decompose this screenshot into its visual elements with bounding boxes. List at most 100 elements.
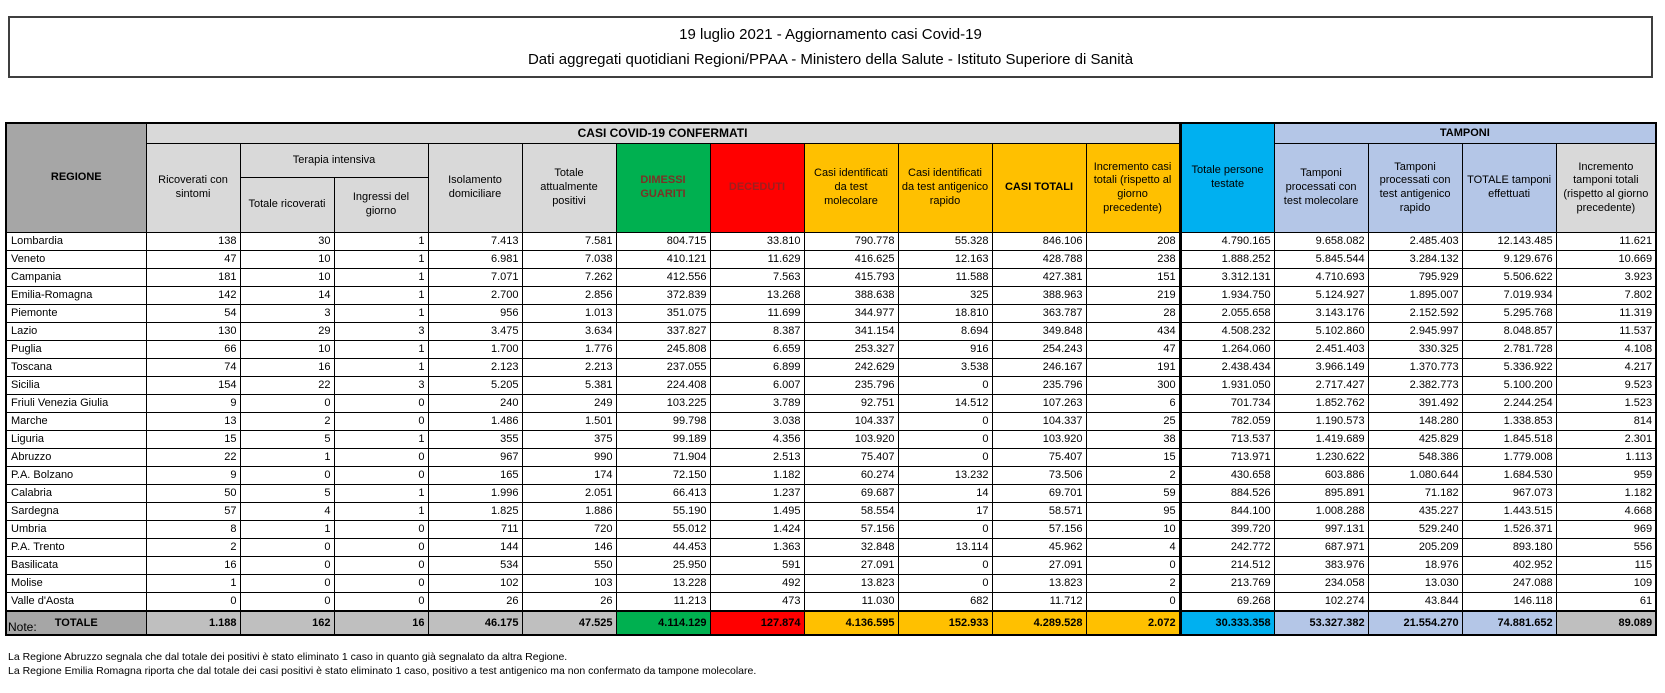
value-cell: 959	[1555, 466, 1657, 485]
total-value-cell: 30.333.358	[1178, 610, 1275, 636]
region-name-cell: Lazio	[5, 322, 147, 341]
value-cell: 1.523	[1555, 394, 1657, 413]
value-cell: 32.848	[803, 538, 899, 557]
value-cell: 363.787	[991, 304, 1087, 323]
value-cell: 1.852.762	[1273, 394, 1369, 413]
value-cell: 107.263	[991, 394, 1087, 413]
table-row: Lombardia 138 30 1 7.413 7.581 804.715 33.810 79…	[5, 232, 1657, 251]
value-cell: 69.268	[1178, 592, 1275, 612]
value-cell: 6.899	[709, 358, 805, 377]
value-cell: 391.492	[1367, 394, 1463, 413]
value-cell: 72.150	[615, 466, 711, 485]
report-header: 19 luglio 2021 - Aggiornamento casi Covi…	[8, 16, 1653, 78]
value-cell: 13.114	[897, 538, 993, 557]
value-cell: 990	[521, 448, 617, 467]
value-cell: 1.845.518	[1461, 430, 1557, 449]
note-line: La Regione Abruzzo segnala che dal total…	[8, 651, 568, 663]
value-cell: 14.512	[897, 394, 993, 413]
value-cell: 54	[145, 304, 241, 323]
value-cell: 92.751	[803, 394, 899, 413]
value-cell: 0	[1085, 592, 1181, 612]
value-cell: 720	[521, 520, 617, 539]
value-cell: 103.920	[803, 430, 899, 449]
notes-section: Note: La Regione Abruzzo segnala che dal…	[8, 620, 756, 678]
value-cell: 1	[333, 268, 429, 287]
column-header-incremento-casi: Incremento casi totali (rispetto al gior…	[1085, 143, 1181, 233]
total-value-cell: 89.089	[1555, 610, 1657, 636]
value-cell: 1	[333, 502, 429, 521]
value-cell: 1.182	[709, 466, 805, 485]
value-cell: 969	[1555, 520, 1657, 539]
value-cell: 18.810	[897, 304, 993, 323]
value-cell: 0	[897, 520, 993, 539]
value-cell: 3	[333, 376, 429, 395]
column-header-attualmente-positivi: Totale attualmente positivi	[521, 143, 617, 233]
value-cell: 0	[897, 448, 993, 467]
value-cell: 11.030	[803, 592, 899, 612]
value-cell: 4	[239, 502, 335, 521]
total-value-cell: 127.874	[709, 610, 805, 636]
value-cell: 61	[1555, 592, 1657, 612]
value-cell: 3	[239, 304, 335, 323]
region-name-cell: Puglia	[5, 340, 147, 359]
value-cell: 0	[333, 466, 429, 485]
value-cell: 9.658.082	[1273, 232, 1369, 251]
region-name-cell: Marche	[5, 412, 147, 431]
value-cell: 240	[427, 394, 523, 413]
value-cell: 1	[333, 232, 429, 251]
value-cell: 75.407	[991, 448, 1087, 467]
value-cell: 1.008.288	[1273, 502, 1369, 521]
value-cell: 603.886	[1273, 466, 1369, 485]
region-name-cell: Toscana	[5, 358, 147, 377]
value-cell: 238	[1085, 250, 1181, 269]
value-cell: 69.687	[803, 484, 899, 503]
value-cell: 325	[897, 286, 993, 305]
value-cell: 99.189	[615, 430, 711, 449]
value-cell: 3.634	[521, 322, 617, 341]
value-cell: 144	[427, 538, 523, 557]
total-value-cell: 162	[239, 610, 335, 636]
value-cell: 0	[897, 556, 993, 575]
table-row: Abruzzo 22 1 0 967 990 71.904 2.513 75.407 0 75.40…	[5, 448, 1657, 467]
value-cell: 8.694	[897, 322, 993, 341]
value-cell: 17	[897, 502, 993, 521]
value-cell: 1.700	[427, 340, 523, 359]
table-row: Sicilia 154 22 3 5.205 5.381 224.408 6.007 235.7…	[5, 376, 1657, 395]
value-cell: 16	[145, 556, 241, 575]
value-cell: 330.325	[1367, 340, 1463, 359]
value-cell: 29	[239, 322, 335, 341]
total-value-cell: 4.289.528	[991, 610, 1087, 636]
table-row: Marche 13 2 0 1.486 1.501 99.798 3.038 104.337 0 1…	[5, 412, 1657, 431]
value-cell: 2.438.434	[1178, 358, 1275, 377]
value-cell: 2.781.728	[1461, 340, 1557, 359]
value-cell: 9.523	[1555, 376, 1657, 395]
group-header-terapia-intensiva: Terapia intensiva	[239, 143, 429, 178]
total-value-cell: 152.933	[897, 610, 993, 636]
value-cell: 0	[239, 538, 335, 557]
value-cell: 0	[333, 412, 429, 431]
table-row: Valle d'Aosta 0 0 0 26 26 11.213 473 11.030 682 11…	[5, 592, 1657, 612]
value-cell: 1.424	[709, 520, 805, 539]
value-cell: 151	[1085, 268, 1181, 287]
value-cell: 997.131	[1273, 520, 1369, 539]
value-cell: 3.038	[709, 412, 805, 431]
value-cell: 7.802	[1555, 286, 1657, 305]
value-cell: 219	[1085, 286, 1181, 305]
column-header-tamponi-antigenico: Tamponi processati con test antigenico r…	[1367, 143, 1463, 233]
region-name-cell: Friuli Venezia Giulia	[5, 394, 147, 413]
value-cell: 2.382.773	[1367, 376, 1463, 395]
value-cell: 5	[239, 430, 335, 449]
value-cell: 9	[145, 466, 241, 485]
value-cell: 3.966.149	[1273, 358, 1369, 377]
value-cell: 8.387	[709, 322, 805, 341]
value-cell: 43.844	[1367, 592, 1463, 612]
value-cell: 5.205	[427, 376, 523, 395]
value-cell: 4.356	[709, 430, 805, 449]
value-cell: 5.124.927	[1273, 286, 1369, 305]
value-cell: 4	[1085, 538, 1181, 557]
value-cell: 7.071	[427, 268, 523, 287]
value-cell: 1.779.008	[1461, 448, 1557, 467]
value-cell: 2.051	[521, 484, 617, 503]
value-cell: 10	[239, 250, 335, 269]
value-cell: 2.301	[1555, 430, 1657, 449]
